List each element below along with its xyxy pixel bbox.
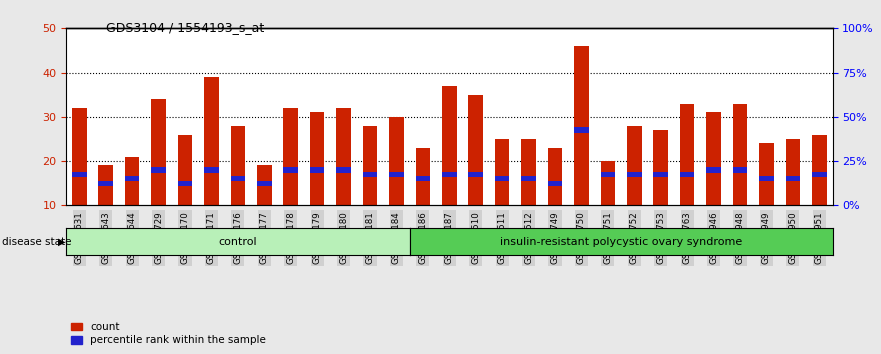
- Bar: [204, 77, 218, 205]
- Bar: [72, 108, 86, 205]
- Bar: [654, 172, 668, 177]
- Bar: [601, 172, 615, 177]
- Text: ▶: ▶: [58, 236, 66, 247]
- Bar: [178, 181, 192, 186]
- Bar: [337, 167, 351, 172]
- Bar: [125, 156, 139, 205]
- Bar: [442, 172, 456, 177]
- Bar: [310, 167, 324, 172]
- Bar: [99, 166, 113, 205]
- Text: disease state: disease state: [2, 236, 71, 247]
- Bar: [522, 139, 536, 205]
- Text: control: control: [218, 236, 257, 247]
- Bar: [574, 127, 589, 133]
- Bar: [231, 126, 245, 205]
- Bar: [759, 176, 774, 181]
- Bar: [654, 130, 668, 205]
- Bar: [257, 166, 271, 205]
- Text: GDS3104 / 1554193_s_at: GDS3104 / 1554193_s_at: [106, 21, 264, 34]
- Bar: [812, 135, 826, 205]
- Bar: [257, 181, 271, 186]
- Bar: [548, 181, 562, 186]
- Bar: [522, 176, 536, 181]
- Bar: [363, 172, 377, 177]
- Bar: [178, 135, 192, 205]
- Bar: [627, 172, 641, 177]
- Bar: [733, 104, 747, 205]
- Bar: [680, 172, 694, 177]
- Bar: [152, 167, 166, 172]
- Bar: [363, 126, 377, 205]
- Bar: [310, 113, 324, 205]
- Bar: [125, 176, 139, 181]
- Bar: [389, 172, 403, 177]
- Bar: [627, 126, 641, 205]
- Bar: [99, 181, 113, 186]
- Bar: [495, 176, 509, 181]
- Bar: [601, 161, 615, 205]
- Bar: [416, 176, 430, 181]
- Bar: [759, 143, 774, 205]
- Legend: count, percentile rank within the sample: count, percentile rank within the sample: [71, 322, 266, 345]
- Bar: [495, 139, 509, 205]
- Bar: [680, 104, 694, 205]
- Bar: [389, 117, 403, 205]
- Bar: [707, 167, 721, 172]
- Text: insulin-resistant polycystic ovary syndrome: insulin-resistant polycystic ovary syndr…: [500, 236, 742, 247]
- Bar: [469, 172, 483, 177]
- Bar: [812, 172, 826, 177]
- Bar: [152, 99, 166, 205]
- Bar: [204, 167, 218, 172]
- Bar: [574, 46, 589, 205]
- Bar: [786, 139, 800, 205]
- Bar: [707, 113, 721, 205]
- Bar: [548, 148, 562, 205]
- Bar: [231, 176, 245, 181]
- Bar: [284, 108, 298, 205]
- Bar: [469, 95, 483, 205]
- Bar: [416, 148, 430, 205]
- Bar: [284, 167, 298, 172]
- Bar: [72, 172, 86, 177]
- Bar: [337, 108, 351, 205]
- Bar: [786, 176, 800, 181]
- Bar: [733, 167, 747, 172]
- Bar: [442, 86, 456, 205]
